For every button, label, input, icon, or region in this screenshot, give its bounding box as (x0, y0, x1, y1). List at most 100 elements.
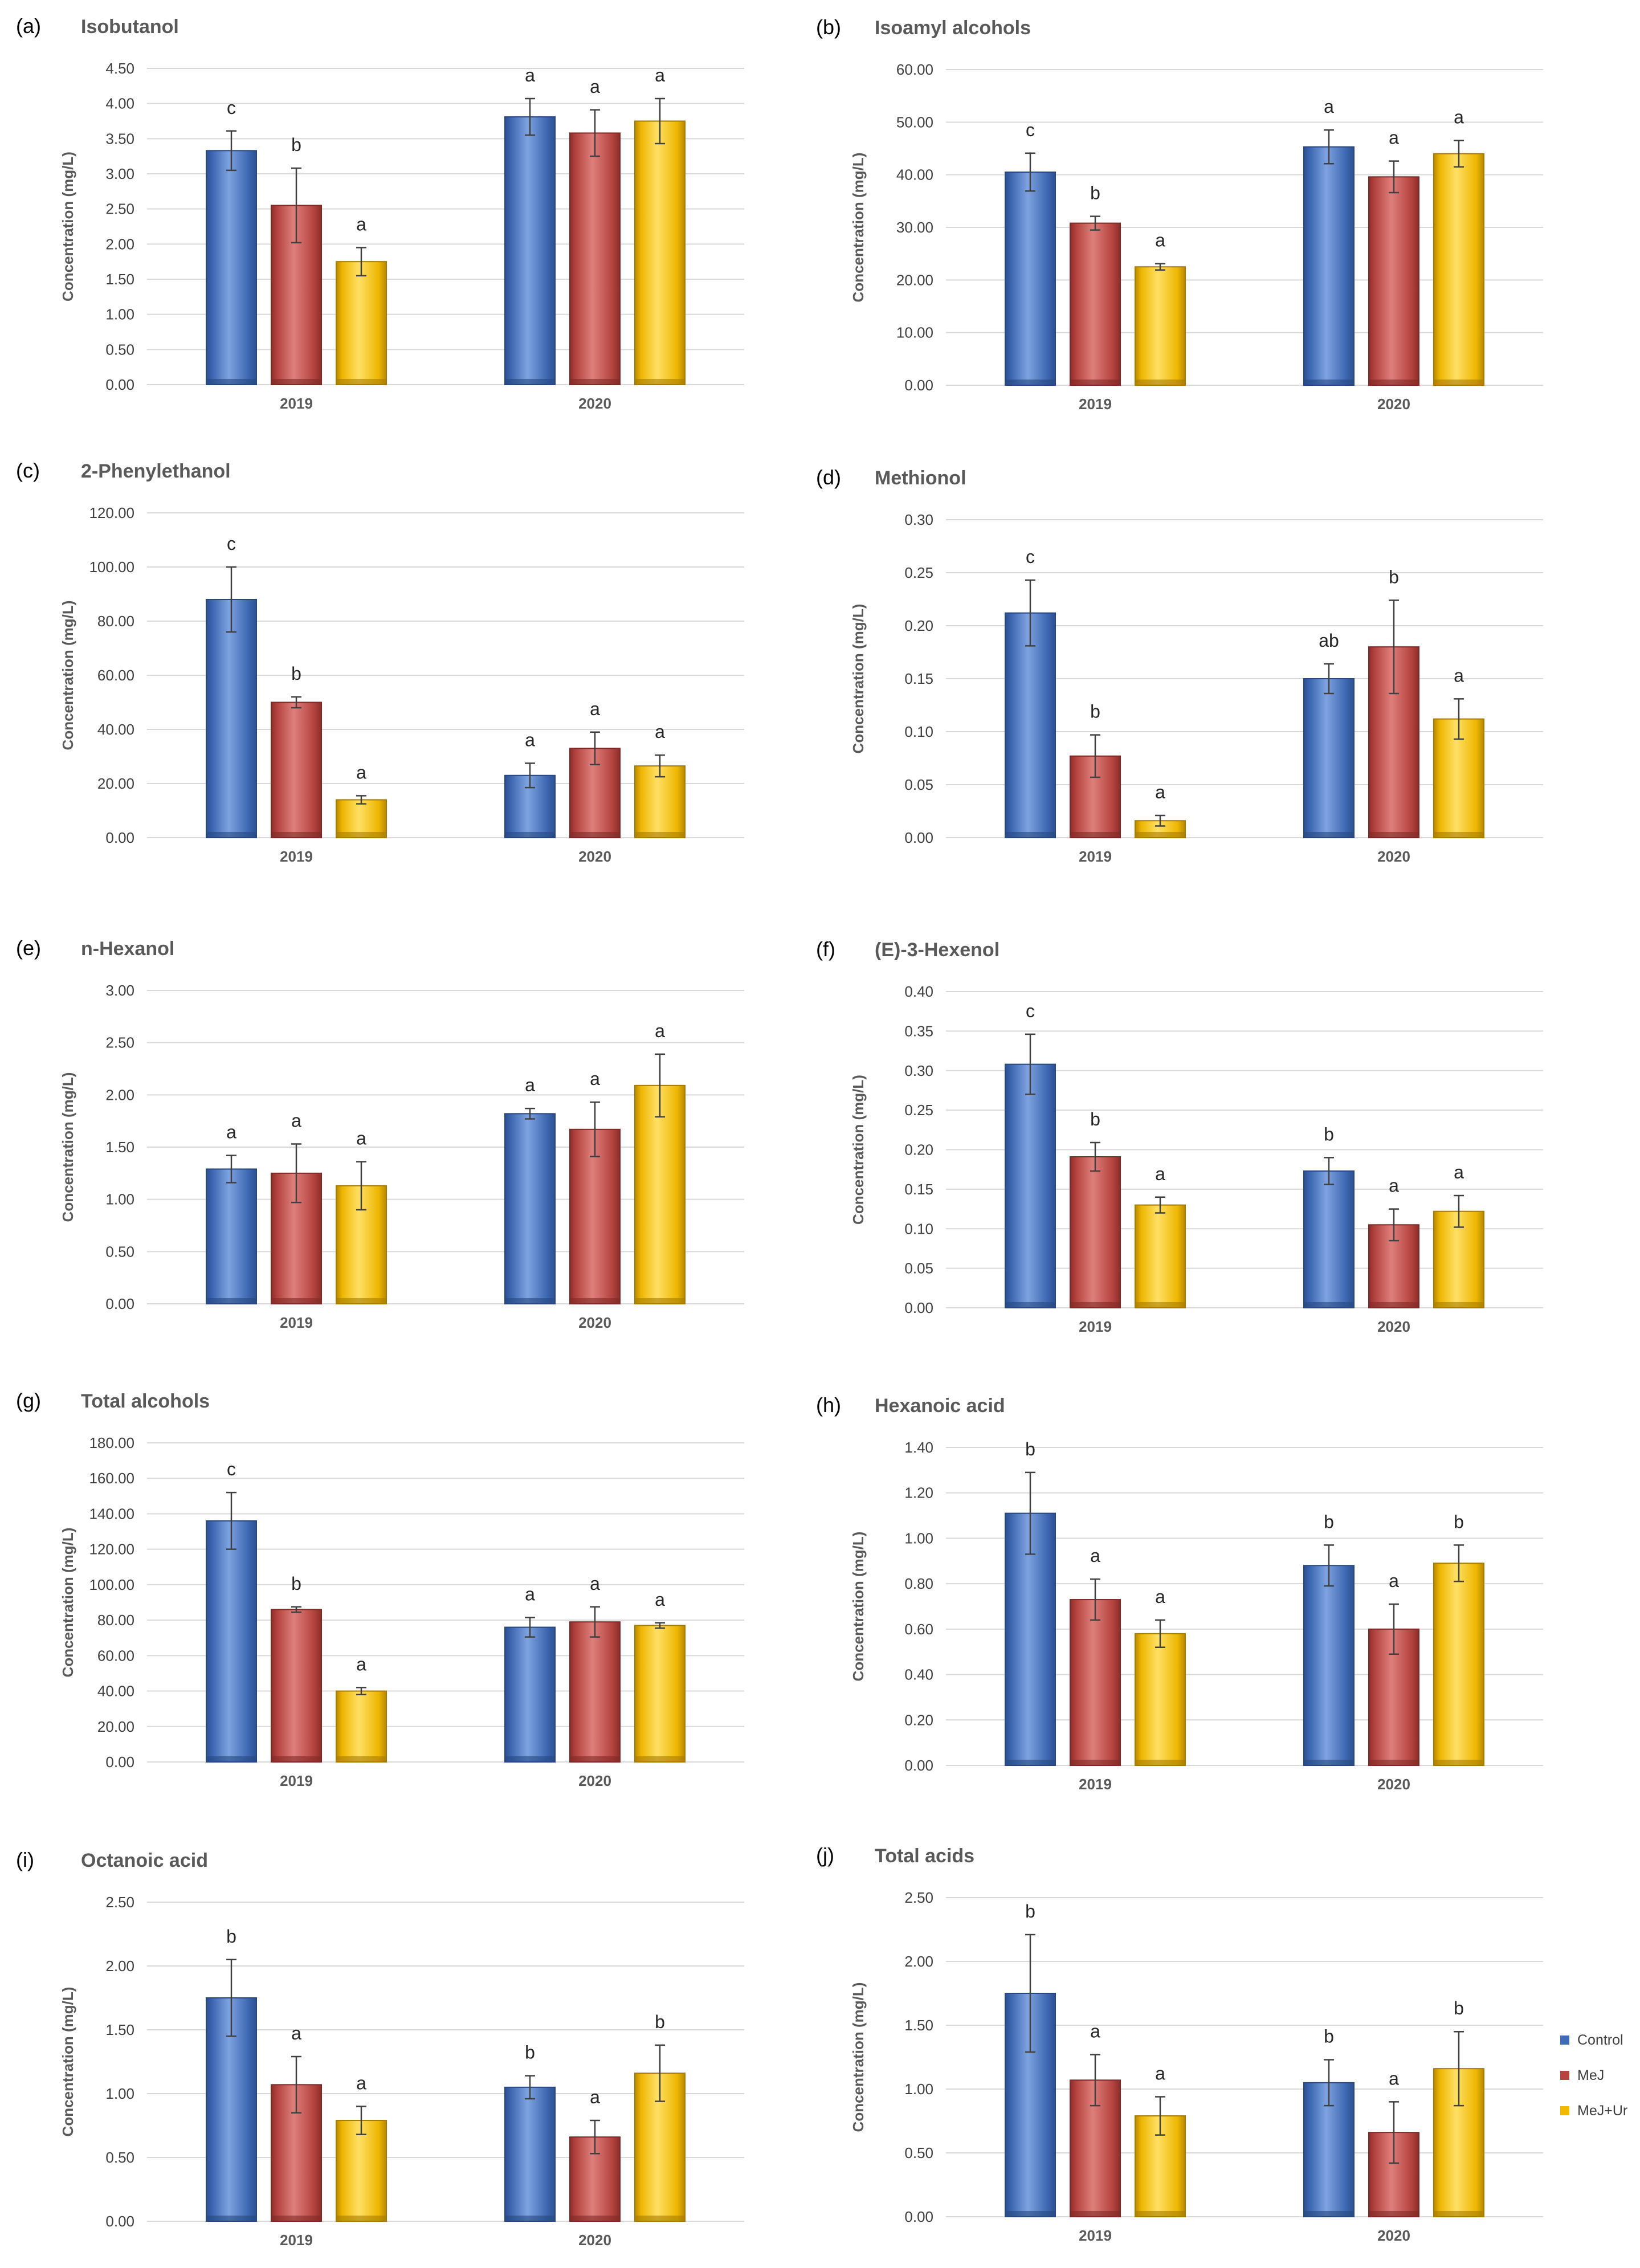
y-tick-label: 30.00 (896, 219, 933, 236)
x-tick-label: 2019 (1079, 395, 1112, 413)
legend-swatch-control (1560, 2036, 1569, 2045)
y-tick-label: 10.00 (896, 324, 933, 341)
significance-letter: b (1324, 1511, 1334, 1532)
y-tick-label: 20.00 (97, 775, 134, 792)
panel-letter: (e) (16, 936, 41, 960)
significance-letter: a (590, 699, 600, 719)
bar-base-control (1304, 1760, 1354, 1765)
bar-control-2020 (504, 2086, 556, 2222)
significance-letter: b (1025, 1901, 1035, 1922)
chart-title: Total alcohols (81, 1390, 210, 1412)
x-tick-label: 2019 (1079, 1318, 1112, 1335)
y-tick-label: 0.50 (105, 341, 134, 358)
bar-mej-2019 (271, 1609, 322, 1763)
bar-base-mej (570, 379, 620, 385)
y-tick-label: 0.00 (105, 829, 134, 846)
bar-base-control (505, 379, 555, 385)
bar-base-control (1304, 380, 1354, 385)
chart-panel-g: 0.00 20.00 40.00 60.00 80.00 100.00 120.00 140.… (16, 1389, 744, 1789)
significance-letter: a (1155, 1586, 1165, 1607)
significance-letter: c (227, 533, 236, 554)
significance-letter: c (1026, 546, 1035, 567)
bar-base-control (1005, 380, 1055, 385)
significance-letter: a (590, 2087, 600, 2107)
y-axis-label: Concentration (mg/L) (850, 1075, 867, 1225)
panel-letter: (d) (816, 466, 841, 489)
significance-letter: a (1155, 782, 1165, 802)
y-tick-label: 140.00 (89, 1505, 134, 1522)
significance-letter: a (655, 65, 665, 85)
bar-base-mej (570, 1298, 620, 1304)
significance-letter: a (655, 721, 665, 742)
significance-letter: b (1090, 1109, 1100, 1129)
legend-swatch-mej (1560, 2071, 1569, 2080)
y-tick-label: 160.00 (89, 1470, 134, 1487)
x-tick-label: 2020 (1377, 848, 1410, 865)
significance-letter: c (1026, 1001, 1035, 1021)
bar-base-control (1304, 1302, 1354, 1308)
x-tick-label: 2020 (1377, 395, 1410, 413)
bar-base-mej (271, 379, 321, 385)
bar-base-mej-ur (635, 2216, 685, 2221)
chart-title: Isoamyl alcohols (875, 17, 1031, 39)
bar-base-mej (1369, 1302, 1419, 1308)
x-tick-label: 2019 (1079, 2227, 1112, 2244)
chart-panel-e: 0.00 0.50 1.00 1.50 2.00 2.50 3.00 (e) n-Hexanol… (16, 936, 744, 1331)
panel-letter: (j) (816, 1843, 834, 1867)
y-tick-label: 2.00 (105, 1086, 134, 1103)
bar-mej-2019 (1070, 1156, 1121, 1309)
x-tick-label: 2019 (1079, 848, 1112, 865)
significance-letter: a (655, 1589, 665, 1610)
panel-letter: (b) (816, 15, 841, 39)
significance-letter: a (525, 729, 535, 750)
x-tick-label: 2020 (578, 1772, 611, 1789)
bar-base-control (206, 1756, 256, 1762)
bar-mej-ur-2019 (336, 799, 387, 838)
bar-base-mej-ur (336, 1298, 386, 1304)
y-tick-label: 2.00 (105, 1957, 134, 1975)
legend-item-mej: MeJ (1560, 2064, 1634, 2087)
significance-letter: a (1454, 107, 1464, 128)
y-tick-label: 0.50 (904, 2144, 933, 2161)
bar-base-mej-ur (336, 832, 386, 838)
bar-base-mej (1369, 1760, 1419, 1765)
chart-panel-i: 0.00 0.50 1.00 1.50 2.00 2.50 (i) Octanoic acid… (16, 1848, 744, 2249)
bar-base-mej-ur (1135, 1760, 1185, 1765)
y-tick-label: 4.00 (105, 95, 134, 112)
significance-letter: a (356, 762, 366, 782)
y-axis-label: Concentration (mg/L) (59, 1072, 76, 1222)
y-tick-label: 0.00 (904, 377, 933, 394)
y-tick-label: 2.50 (904, 1889, 933, 1906)
bar-control-2019 (206, 1520, 257, 1763)
significance-letter: a (291, 2023, 301, 2043)
x-tick-label: 2020 (1377, 1776, 1410, 1793)
bar-base-mej (1070, 1302, 1120, 1308)
panel-letter: (c) (16, 459, 40, 482)
bar-mej-ur-2019 (336, 2120, 387, 2222)
y-tick-label: 100.00 (89, 558, 134, 576)
bar-mej-ur-2020 (634, 120, 686, 385)
significance-letter: a (590, 1573, 600, 1594)
y-tick-label: 60.00 (97, 667, 134, 684)
chart-panel-h: 0.00 0.20 0.40 0.60 0.80 1.00 1.20 1.40 (h) Hexan… (816, 1393, 1543, 1793)
significance-letter: b (291, 134, 301, 155)
significance-letter: b (655, 2012, 665, 2032)
y-tick-label: 50.00 (896, 113, 933, 130)
bar-mej-2019 (271, 701, 322, 838)
y-tick-label: 0.30 (904, 1062, 933, 1079)
significance-letter: b (1389, 566, 1399, 587)
y-tick-label: 1.50 (105, 1139, 134, 1156)
bar-base-mej-ur (336, 1756, 386, 1762)
x-tick-label: 2020 (578, 848, 611, 865)
y-tick-label: 0.15 (904, 1181, 933, 1198)
chart-title: Methionol (875, 467, 966, 489)
significance-letter: b (291, 663, 301, 684)
bar-base-control (505, 832, 555, 838)
significance-letter: a (1090, 1545, 1100, 1566)
bar-base-mej-ur (1135, 380, 1185, 385)
bar-mej-ur-2019 (1135, 266, 1186, 386)
significance-letter: a (1389, 128, 1399, 148)
y-tick-label: 0.35 (904, 1022, 933, 1039)
y-tick-label: 1.00 (904, 2081, 933, 2098)
